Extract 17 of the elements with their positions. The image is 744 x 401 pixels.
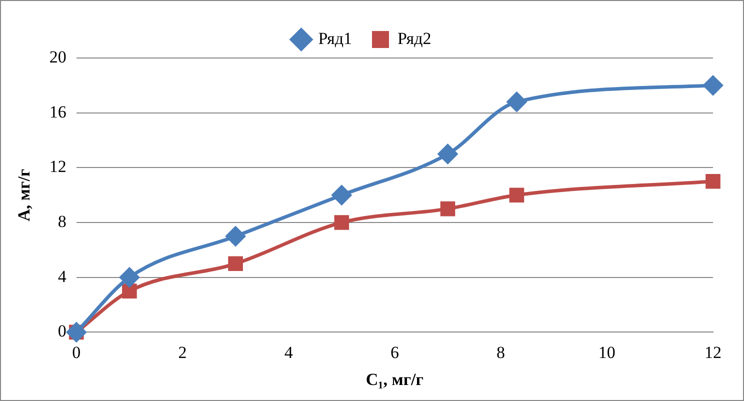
y-tick-label: 8 (58, 212, 66, 231)
x-tick-label: 10 (598, 342, 616, 362)
x-tick-label: 6 (390, 342, 399, 362)
legend-label: Ряд1 (318, 28, 352, 48)
y-tick-label: 20 (49, 47, 66, 66)
legend-label: Ряд2 (398, 28, 432, 48)
y-tick-label: 4 (58, 266, 67, 286)
x-tick-label: 4 (284, 342, 294, 362)
x-tick-label: 8 (496, 342, 506, 362)
x-tick-label: 2 (178, 342, 187, 362)
x-axis-title: C₁, мг/г (366, 370, 424, 390)
y-tick-label: 12 (49, 157, 66, 176)
y-axis-title: А, мг/г (14, 168, 34, 222)
y-tick-label: 16 (49, 102, 66, 122)
y-tick-label: 0 (58, 322, 66, 341)
x-tick-label: 0 (72, 342, 81, 362)
x-tick-label: 12 (704, 342, 722, 362)
